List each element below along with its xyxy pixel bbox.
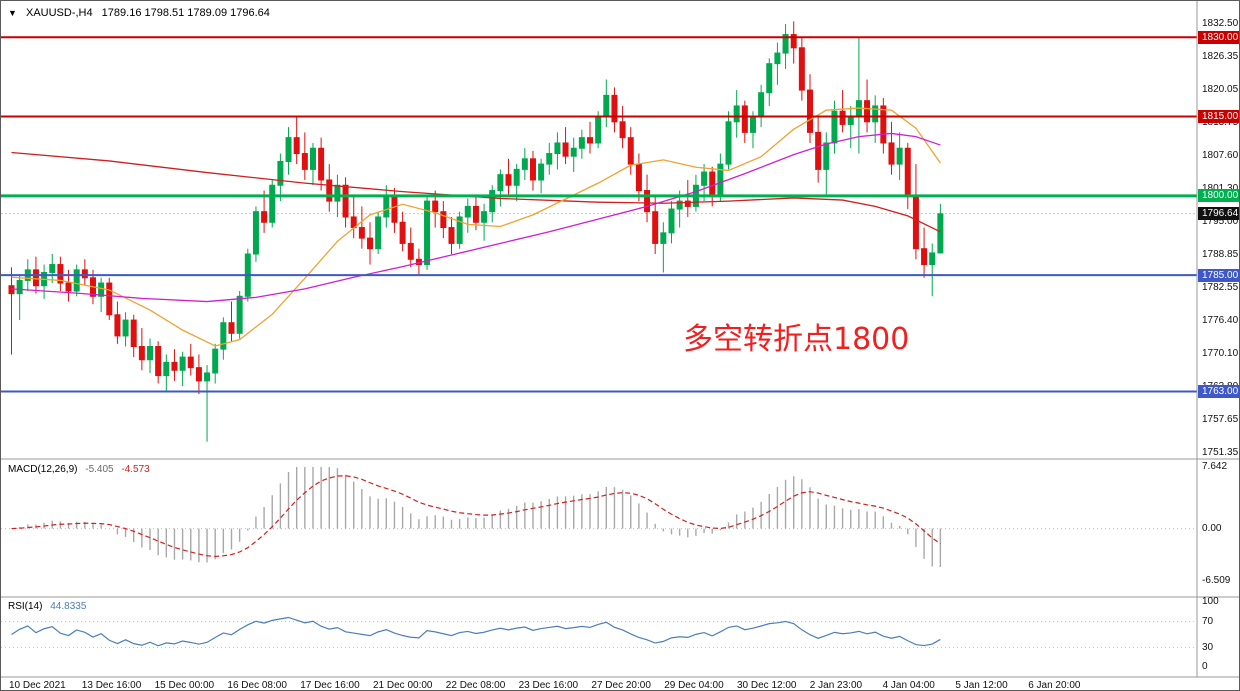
level-price-tag: 1800.00 (1198, 189, 1239, 203)
price-axis-tick: 1757.65 (1202, 414, 1239, 425)
ma-fast (11, 107, 941, 347)
rsi-name: RSI(14) (8, 601, 43, 612)
macd-signal-line (11, 475, 941, 558)
price-axis-tick: 1795.00 (1202, 216, 1239, 227)
macd-signal-value: -4.573 (121, 464, 150, 475)
time-axis-label: 21 Dec 00:00 (373, 680, 433, 691)
macd-panel (1, 467, 1197, 568)
time-axis-label: 13 Dec 16:00 (81, 680, 142, 691)
macd-axis-label: -6.509 (1202, 575, 1231, 586)
macd-axis-label: 0.00 (1202, 522, 1222, 534)
level-price-tag: 1785.00 (1198, 268, 1239, 282)
level-price-tag: 1815.00 (1198, 110, 1239, 124)
time-axis-label: 10 Dec 2021 (9, 680, 66, 691)
chart-title: ▼ XAUUSD-,H4 1789.16 1798.51 1789.09 179… (8, 7, 270, 19)
rsi-indicator-label: RSI(14) 44.8335 (8, 601, 91, 612)
time-axis-label: 5 Jan 12:00 (955, 680, 1008, 691)
price-axis-tick: 1770.10 (1202, 348, 1239, 359)
price-axis-tick: 1751.35 (1202, 447, 1239, 458)
panel-separators (1, 1, 1239, 678)
moving-average-lines (11, 107, 941, 347)
macd-name: MACD(12,26,9) (8, 464, 78, 475)
symbol-period-label: XAUUSD-,H4 (25, 7, 93, 19)
time-axis-label: 23 Dec 16:00 (518, 680, 579, 691)
price-axis-tick: 1826.35 (1202, 51, 1239, 62)
ohlc-values: 1789.16 1798.51 1789.09 1796.64 (101, 7, 270, 19)
ma-medium (11, 132, 941, 303)
ma-slow (11, 151, 941, 233)
price-axis-tick: 1788.85 (1202, 249, 1239, 260)
rsi-axis-label: 100 (1202, 596, 1219, 607)
price-axis-tick: 1820.05 (1202, 84, 1239, 95)
price-axis-tick: 1832.50 (1202, 18, 1239, 29)
macd-main-value: -5.405 (85, 464, 114, 475)
price-axis-tick: 1801.30 (1202, 183, 1238, 194)
time-axis-label: 29 Dec 04:00 (664, 680, 724, 691)
time-axis-label: 4 Jan 04:00 (882, 680, 935, 691)
time-axis-label: 27 Dec 20:00 (591, 680, 651, 691)
price-axis-tick: 1782.55 (1202, 282, 1239, 293)
time-axis-label: 16 Dec 08:00 (227, 680, 287, 691)
level-lines (1, 36, 1197, 393)
rsi-axis-label: 30 (1202, 641, 1214, 653)
rsi-axis-label: 70 (1202, 615, 1214, 627)
rsi-line (11, 616, 941, 647)
price-axis-tick: 1807.60 (1202, 150, 1239, 161)
rsi-panel (1, 616, 1197, 648)
level-price-tag: 1830.00 (1198, 30, 1239, 44)
rsi-value: 44.8335 (50, 601, 87, 612)
price-axis-tick: 1776.40 (1202, 315, 1239, 326)
macd-axis-label: 7.642 (1202, 461, 1228, 472)
current-price-tag: 1796.64 (1198, 207, 1239, 221)
macd-indicator-label: MACD(12,26,9) -5.405 -4.573 (8, 464, 155, 475)
time-axis-label: 6 Jan 20:00 (1028, 680, 1081, 691)
time-axis-label: 2 Jan 23:00 (809, 680, 863, 691)
symbol-dropdown-icon[interactable]: ▼ (8, 8, 17, 18)
level-price-tag: 1763.00 (1198, 384, 1239, 398)
time-axis-label: 22 Dec 08:00 (445, 680, 506, 691)
time-axis-label: 15 Dec 00:00 (154, 680, 215, 691)
time-axis-label: 17 Dec 16:00 (300, 680, 360, 691)
annotation-text[interactable]: 多空转折点1800 (683, 322, 910, 357)
time-axis-label: 30 Dec 12:00 (737, 680, 797, 691)
candles (8, 21, 944, 442)
rsi-axis-label: 0 (1202, 661, 1208, 672)
